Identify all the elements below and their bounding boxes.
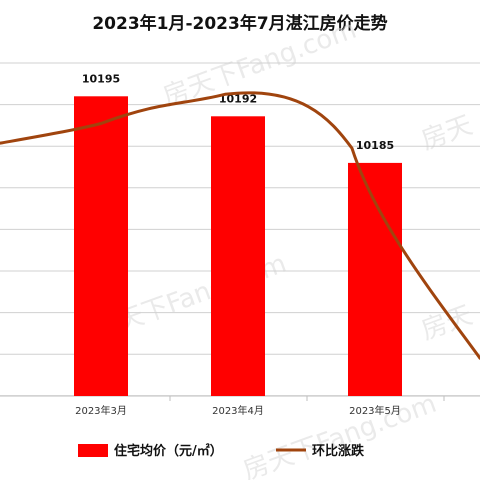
watermark-layer: 房天下Fang.com 房天 房天下Fang.com 房天 房天下Fang.co… [89, 15, 476, 480]
legend: 住宅均价（元/㎡） 环比涨跌 [78, 443, 365, 459]
legend-label-line: 环比涨跌 [312, 443, 365, 459]
bar [211, 116, 265, 397]
bar-series [74, 96, 402, 397]
watermark-partial: 房天 [417, 110, 476, 156]
data-labels: 10195 10192 10185 [82, 72, 394, 152]
watermark: 房天下Fang.com [239, 389, 440, 480]
x-axis-tick-labels: 2023年3月 2023年4月 2023年5月 [75, 404, 401, 417]
watermark: 房天下Fang.com [159, 15, 360, 113]
legend-swatch-bar [78, 444, 108, 457]
legend-label-bar: 住宅均价（元/㎡） [114, 443, 223, 459]
x-tick-label: 2023年3月 [75, 404, 127, 417]
bar [348, 162, 402, 396]
chart-title: 2023年1月-2023年7月湛江房价走势 [92, 14, 388, 34]
x-tick-label: 2023年4月 [212, 404, 264, 417]
line-series-path [0, 91, 480, 360]
bar [74, 96, 128, 397]
bar-data-label: 10185 [356, 139, 394, 152]
bar-data-label: 10192 [219, 92, 257, 105]
x-tick-label: 2023年5月 [349, 404, 401, 417]
bar-data-label: 10195 [82, 72, 120, 85]
